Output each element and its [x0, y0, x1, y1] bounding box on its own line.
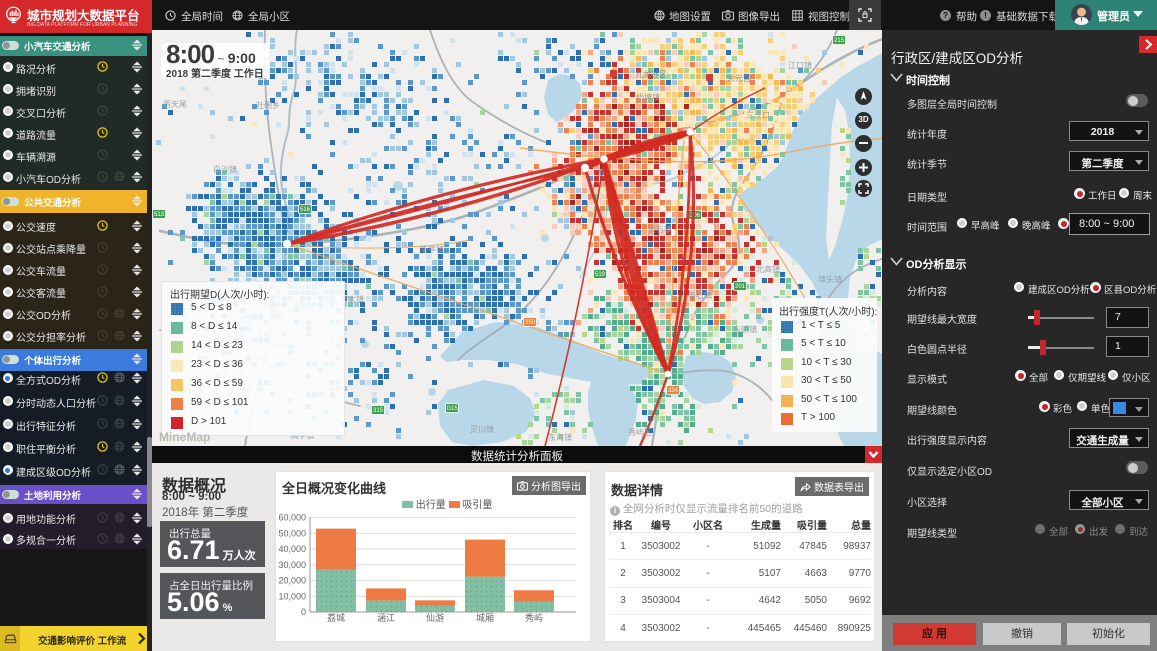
svg-text:306: 306 — [690, 213, 701, 219]
svg-text:华亭镇: 华亭镇 — [420, 244, 444, 254]
svg-text:黄石镇: 黄石镇 — [648, 224, 672, 234]
svg-text:仙游: 仙游 — [426, 612, 444, 623]
svg-text:秀屿区: 秀屿区 — [628, 427, 652, 437]
svg-text:20,000: 20,000 — [278, 576, 306, 586]
svg-text:大元宫: 大元宫 — [727, 73, 751, 83]
svg-text:519: 519 — [595, 272, 606, 278]
svg-text:灵川镇: 灵川镇 — [470, 424, 494, 434]
svg-text:60,000: 60,000 — [278, 513, 306, 523]
svg-text:埭头镇: 埭头镇 — [818, 274, 842, 284]
svg-text:秀屿: 秀屿 — [525, 612, 543, 623]
svg-text:东峤镇: 东峤镇 — [733, 324, 757, 334]
svg-text:九龙谷区: 九龙谷区 — [635, 69, 667, 79]
svg-text:常太镇: 常太镇 — [340, 294, 364, 304]
svg-text:516: 516 — [300, 207, 311, 213]
svg-text:350: 350 — [525, 320, 536, 326]
svg-text:三江口: 三江口 — [746, 111, 770, 120]
svg-text:G15: G15 — [446, 406, 458, 412]
svg-text:荔城: 荔城 — [327, 612, 345, 623]
svg-text:社硎乡: 社硎乡 — [256, 100, 280, 110]
svg-text:315: 315 — [373, 408, 384, 414]
svg-text:西天尾: 西天尾 — [163, 100, 187, 109]
svg-text:城厢: 城厢 — [476, 613, 494, 623]
svg-text:324: 324 — [668, 388, 679, 394]
svg-text:50,000: 50,000 — [278, 528, 306, 538]
svg-text:513: 513 — [154, 212, 165, 218]
svg-text:江口镇: 江口镇 — [788, 60, 812, 70]
svg-text:白沙镇: 白沙镇 — [213, 164, 237, 174]
svg-text:40,000: 40,000 — [278, 544, 306, 554]
svg-text:30,000: 30,000 — [278, 560, 306, 570]
svg-text:北高镇: 北高镇 — [756, 264, 780, 274]
svg-text:涵江: 涵江 — [377, 613, 395, 623]
svg-text:笏石镇: 笏石镇 — [688, 290, 712, 300]
svg-text:梧塘镇: 梧塘镇 — [636, 92, 660, 102]
svg-text:0: 0 — [301, 607, 306, 617]
svg-text:东海镇: 东海镇 — [548, 432, 572, 442]
svg-text:201: 201 — [735, 284, 746, 290]
svg-text:215: 215 — [834, 38, 845, 44]
svg-text:10,000: 10,000 — [278, 591, 306, 601]
